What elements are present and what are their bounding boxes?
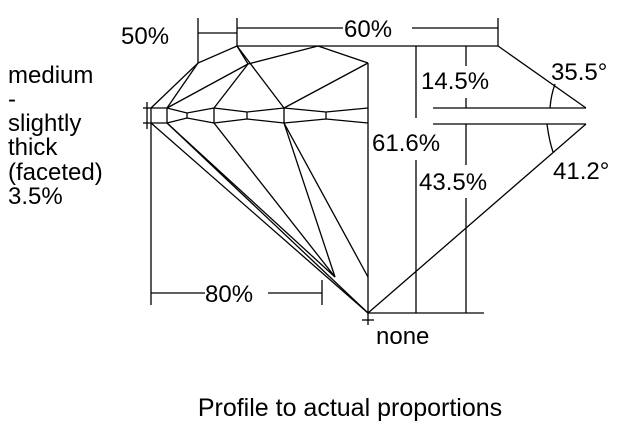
dimension-lines	[150, 18, 499, 313]
crown-height-label: 14.5%	[421, 68, 489, 95]
lower-half-label: 80%	[205, 281, 253, 308]
diamond-outline	[143, 45, 587, 325]
diagram-caption: Profile to actual proportions	[198, 394, 502, 422]
culet-label: none	[376, 323, 429, 350]
pavilion-angle-label: 41.2°	[553, 158, 609, 185]
girdle-label: medium - slightly thick (faceted) 3.5%	[8, 62, 103, 210]
table-percent-label: 60%	[344, 16, 392, 43]
pavilion-depth-label: 43.5%	[419, 169, 487, 196]
girdle-line: (faceted)	[8, 159, 103, 186]
girdle-line: thick	[8, 134, 58, 161]
girdle-line: -	[8, 86, 16, 113]
girdle-line: 3.5%	[8, 183, 63, 210]
crown-angle-label: 35.5°	[551, 59, 607, 86]
table-upper-label: 50%	[121, 23, 169, 50]
girdle-line: slightly	[8, 110, 81, 137]
total-depth-label: 61.6%	[372, 130, 440, 157]
girdle-line: medium	[8, 62, 93, 89]
